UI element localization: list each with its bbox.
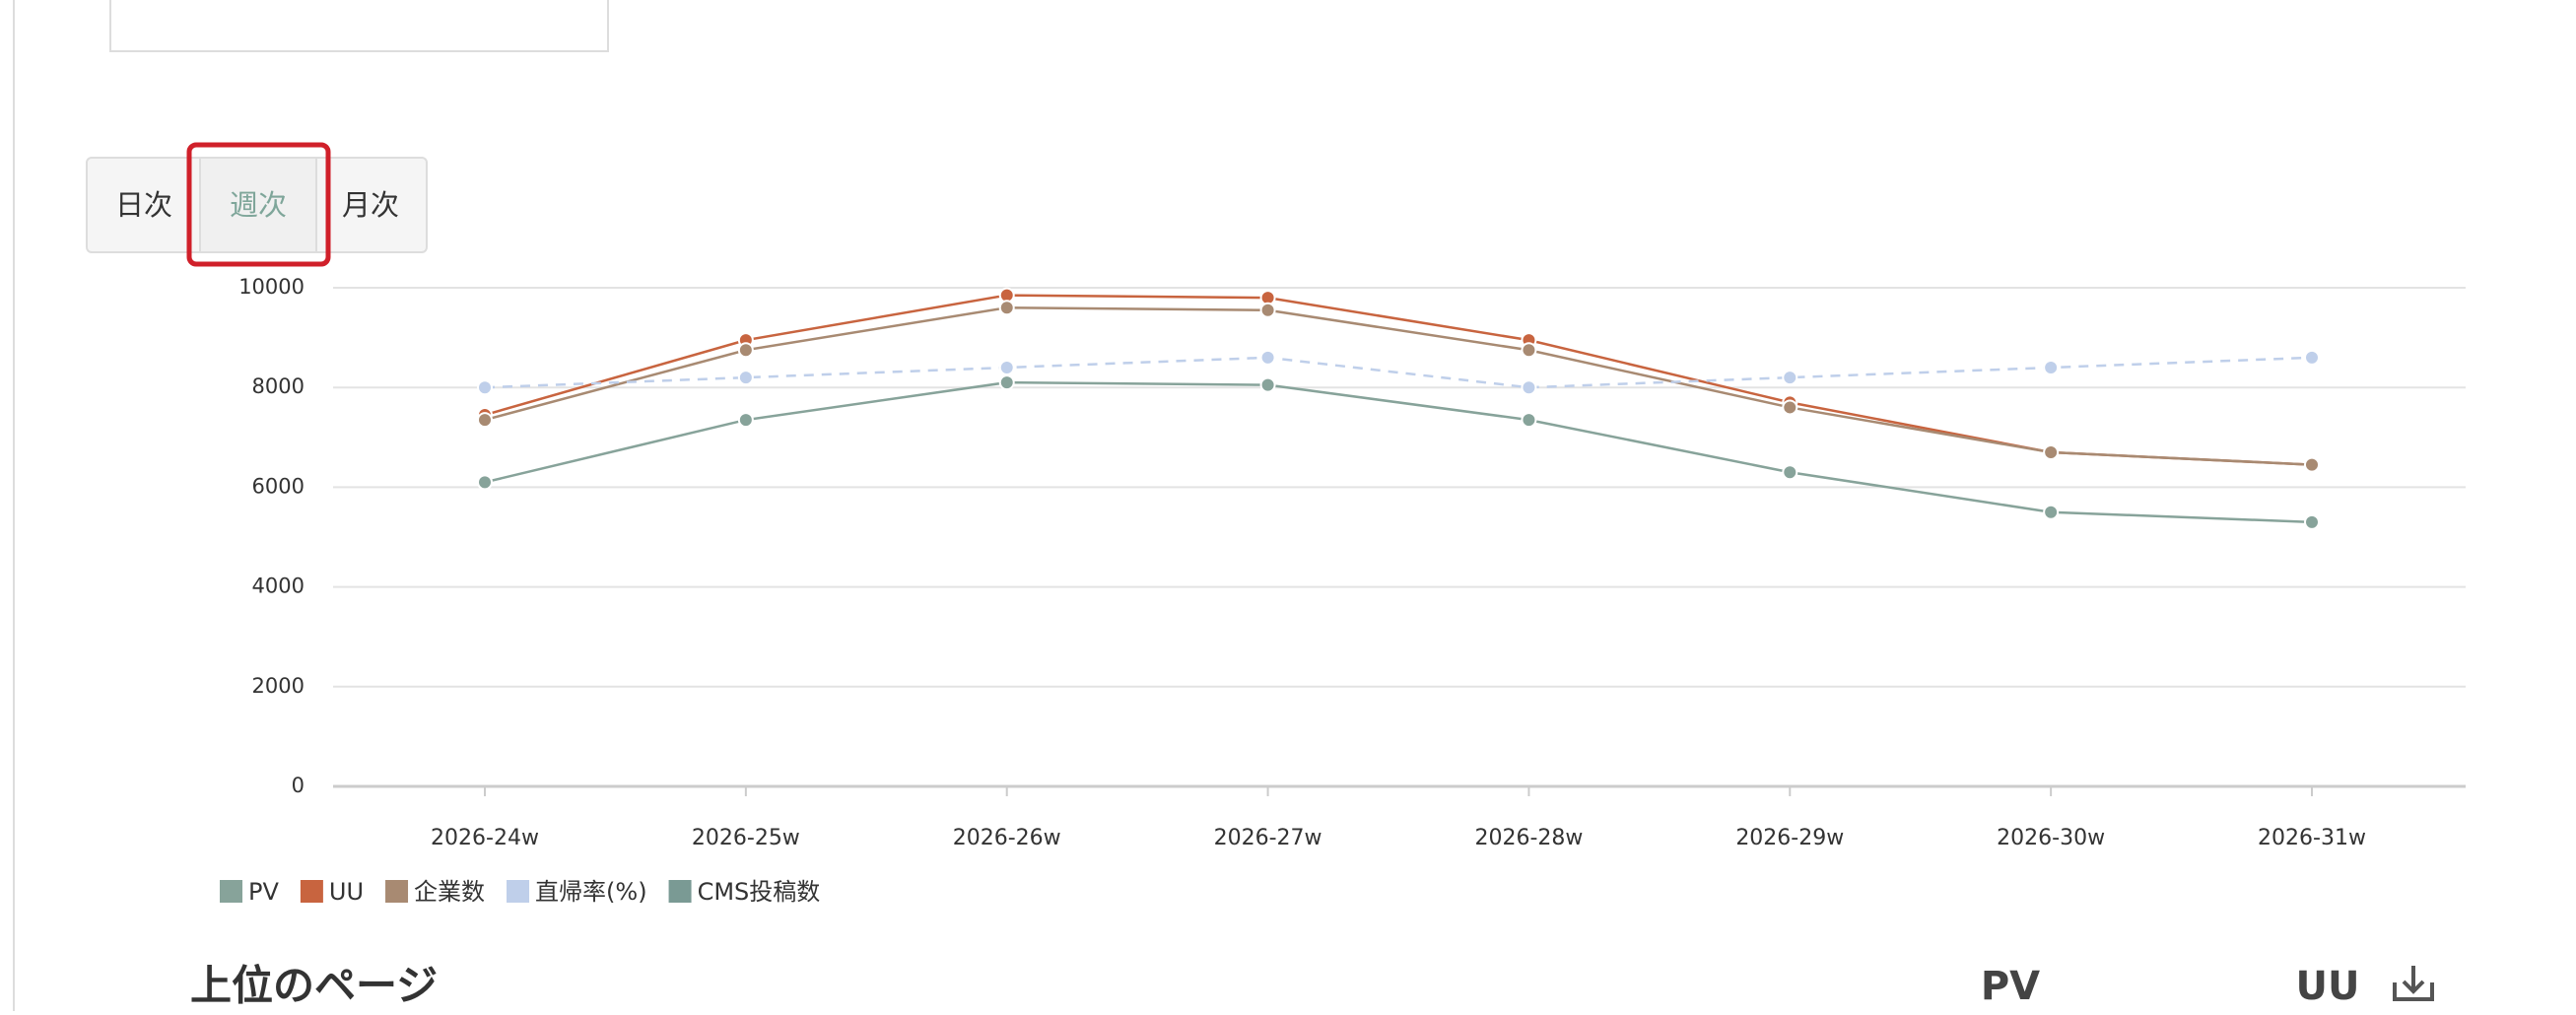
tab-active-bg — [199, 157, 317, 253]
point — [2043, 359, 2060, 375]
x-tick-label: 2026-25w — [692, 826, 800, 850]
y-tick-label: 10000 — [238, 275, 305, 299]
series-line — [484, 305, 2313, 466]
point — [1259, 349, 1276, 366]
legend-swatch — [300, 880, 323, 903]
point — [1782, 370, 1798, 386]
legend-label: PV — [248, 878, 279, 906]
point — [1259, 376, 1276, 393]
x-tick-label: 2026-24w — [431, 826, 539, 850]
y-tick-label: 4000 — [252, 575, 305, 598]
column-header[interactable]: UU — [2296, 964, 2360, 1009]
tab[interactable]: 週次 — [230, 188, 287, 222]
point — [737, 370, 754, 386]
y-tick-label: 0 — [292, 774, 305, 797]
x-tick-label: 2026-31w — [2258, 826, 2366, 850]
tab[interactable]: 月次 — [342, 188, 399, 222]
point — [1521, 379, 1537, 396]
point — [2304, 349, 2320, 366]
point — [2304, 513, 2320, 530]
legend-label: 直帰率(%) — [535, 878, 647, 906]
point — [737, 342, 754, 359]
point — [998, 300, 1015, 316]
download-icon[interactable] — [2393, 966, 2434, 1001]
point — [1782, 464, 1798, 481]
point — [1259, 302, 1276, 318]
y-tick-label: 6000 — [252, 474, 305, 498]
legend-swatch — [385, 880, 409, 903]
point — [2043, 443, 2060, 460]
highlight-box — [186, 142, 331, 267]
series-line — [484, 380, 2313, 524]
tab[interactable]: 日次 — [115, 188, 172, 222]
legend-swatch — [220, 880, 242, 903]
point — [477, 412, 493, 429]
column-header[interactable]: PV — [1981, 964, 2040, 1009]
series-line — [484, 356, 2313, 389]
point — [1521, 342, 1537, 359]
series-line — [484, 294, 2313, 466]
x-tick-label: 2026-30w — [1997, 826, 2105, 850]
point — [737, 412, 754, 429]
x-tick-label: 2026-28w — [1474, 826, 1583, 850]
point — [477, 379, 493, 396]
y-tick-label: 8000 — [252, 374, 305, 398]
point — [998, 374, 1015, 391]
legend-label: 企業数 — [414, 878, 485, 906]
point — [2043, 504, 2060, 520]
x-tick-label: 2026-27w — [1214, 826, 1322, 850]
x-tick-label: 2026-26w — [953, 826, 1061, 850]
point — [1521, 412, 1537, 429]
legend-label: UU — [329, 878, 364, 906]
y-tick-label: 2000 — [252, 674, 305, 698]
legend-swatch — [507, 880, 530, 903]
chart: 0 2000 4000 6000 8000 10000 2026-24w 2026-25w 20… — [220, 275, 2466, 906]
point — [998, 359, 1015, 375]
point — [477, 474, 493, 491]
x-tick-label: 2026-29w — [1735, 826, 1844, 850]
section-title: 上位のページ — [190, 962, 438, 1010]
legend-swatch — [668, 880, 692, 903]
legend-label: CMS投稿数 — [698, 878, 821, 906]
point — [2304, 456, 2320, 473]
input-box[interactable] — [109, 0, 609, 52]
point — [1782, 399, 1798, 416]
